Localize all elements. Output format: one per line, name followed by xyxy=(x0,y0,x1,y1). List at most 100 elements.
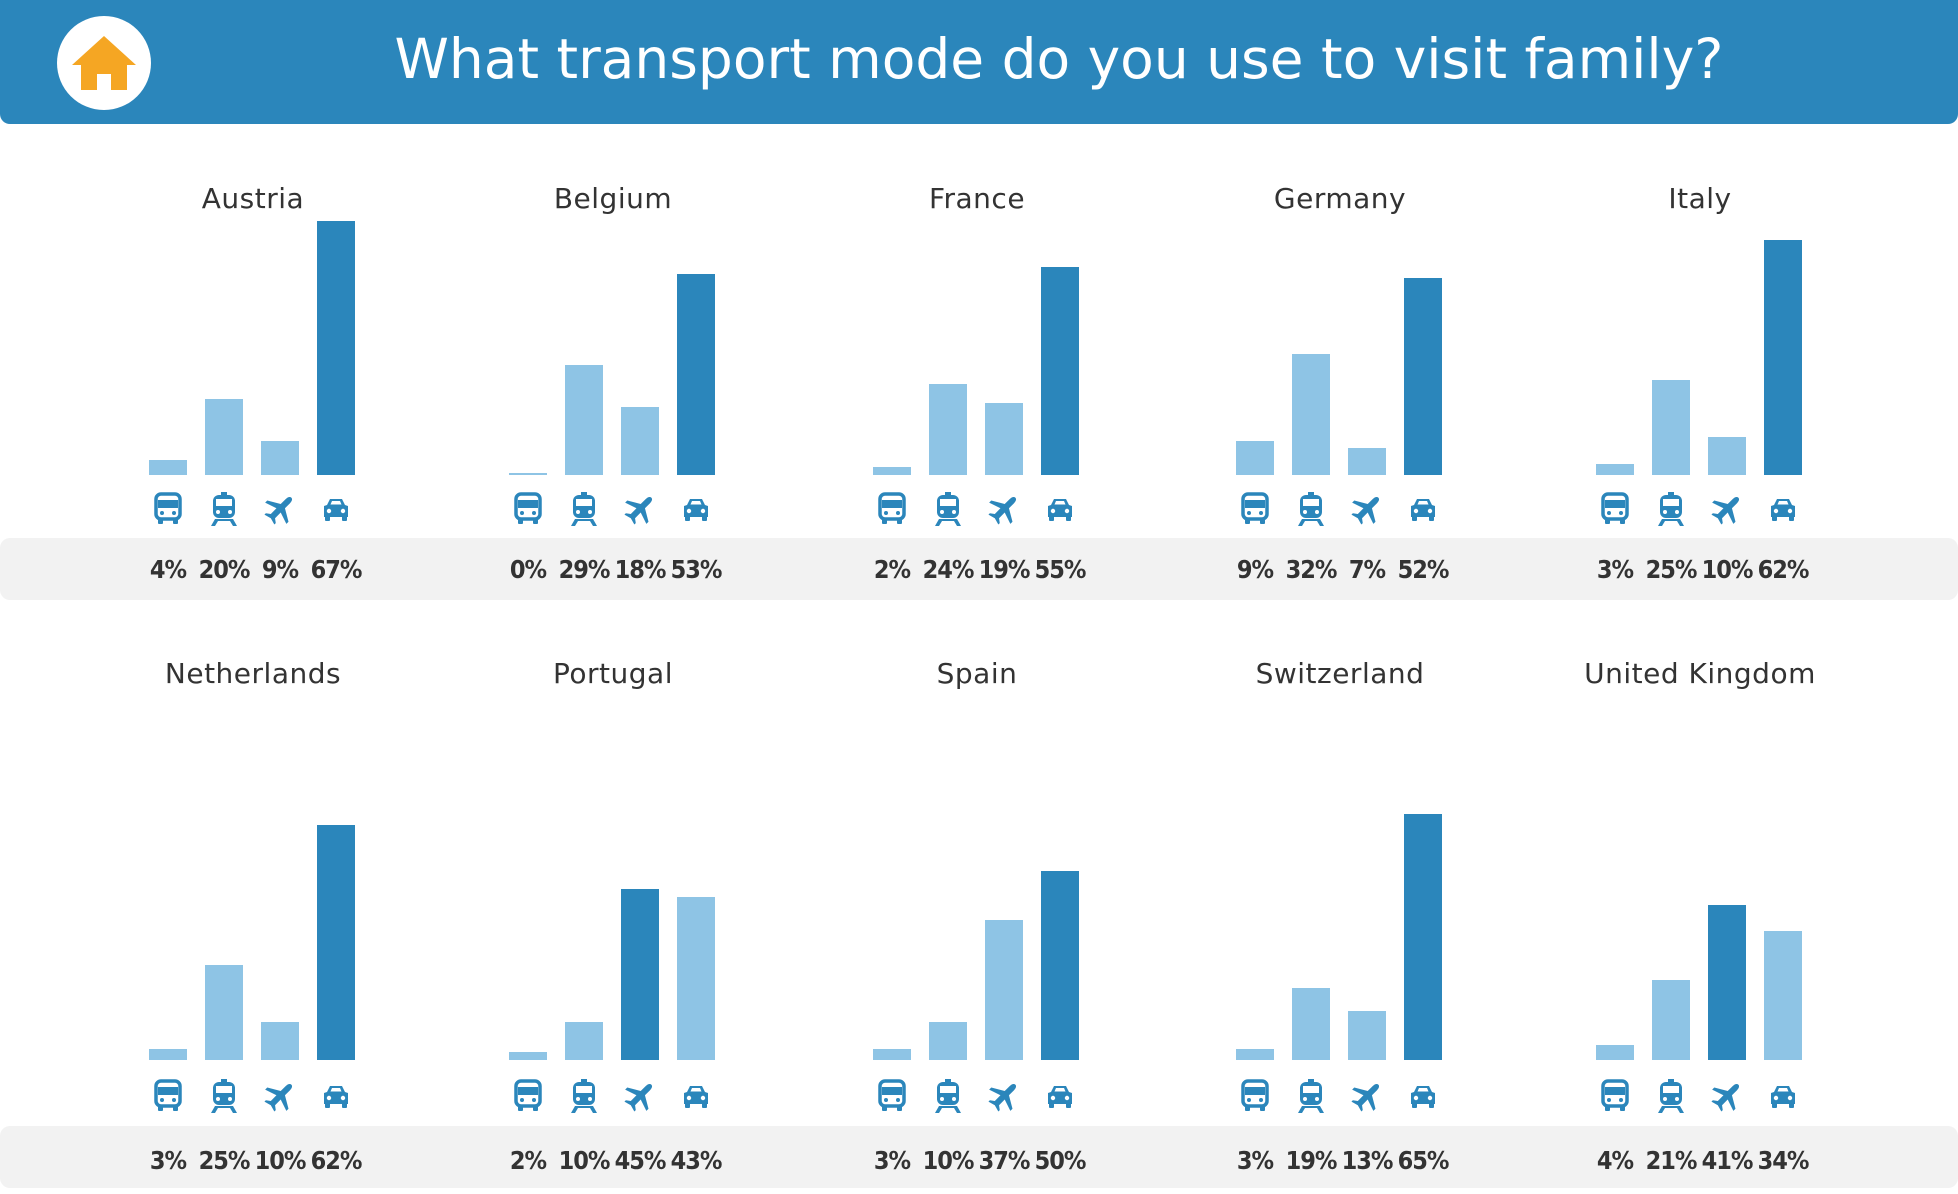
value-label-spain-train: 10% xyxy=(922,1146,975,1175)
bar-germany-train xyxy=(1292,353,1330,475)
bar-spain-plane xyxy=(985,919,1023,1060)
value-label-netherlands-car: 62% xyxy=(310,1146,363,1175)
plane-icon xyxy=(262,491,298,527)
labels-band-row-1 xyxy=(0,538,1958,600)
value-label-united-kingdom-plane: 41% xyxy=(1701,1146,1754,1175)
value-label-italy-car: 62% xyxy=(1757,555,1810,584)
bar-portugal-car xyxy=(677,897,715,1060)
car-icon xyxy=(1765,1078,1801,1114)
value-label-germany-car: 52% xyxy=(1397,555,1450,584)
country-title-austria: Austria xyxy=(201,182,305,215)
value-label-netherlands-plane: 10% xyxy=(254,1146,307,1175)
bus-icon xyxy=(1237,1078,1273,1114)
car-icon xyxy=(1405,1078,1441,1114)
bus-icon xyxy=(1597,1078,1633,1114)
home-button[interactable] xyxy=(57,16,151,110)
bar-spain-car xyxy=(1041,870,1079,1060)
bar-germany-plane xyxy=(1348,448,1386,475)
bar-spain-bus xyxy=(873,1048,911,1060)
value-label-netherlands-train: 25% xyxy=(198,1146,251,1175)
value-label-france-plane: 19% xyxy=(978,555,1031,584)
bar-belgium-plane xyxy=(621,406,659,475)
car-icon xyxy=(678,491,714,527)
value-label-switzerland-train: 19% xyxy=(1285,1146,1338,1175)
value-label-germany-train: 32% xyxy=(1285,555,1338,584)
plane-icon xyxy=(1349,491,1385,527)
train-icon xyxy=(206,491,242,527)
value-label-belgium-bus: 0% xyxy=(509,555,547,584)
bar-switzerland-train xyxy=(1292,987,1330,1060)
plane-icon xyxy=(1709,1078,1745,1114)
bar-germany-car xyxy=(1404,277,1442,475)
bar-portugal-train xyxy=(565,1022,603,1060)
value-label-switzerland-car: 65% xyxy=(1397,1146,1450,1175)
car-icon xyxy=(318,491,354,527)
train-icon xyxy=(1653,491,1689,527)
value-label-portugal-train: 10% xyxy=(558,1146,611,1175)
bus-icon xyxy=(510,491,546,527)
plane-icon xyxy=(986,491,1022,527)
bar-united-kingdom-car xyxy=(1764,931,1802,1060)
bar-france-train xyxy=(929,384,967,475)
value-label-belgium-train: 29% xyxy=(558,555,611,584)
car-icon xyxy=(678,1078,714,1114)
plane-icon xyxy=(262,1078,298,1114)
country-title-united-kingdom: United Kingdom xyxy=(1584,657,1816,690)
bar-belgium-car xyxy=(677,274,715,475)
bus-icon xyxy=(874,491,910,527)
bar-switzerland-plane xyxy=(1348,1010,1386,1060)
value-label-belgium-plane: 18% xyxy=(614,555,667,584)
country-title-italy: Italy xyxy=(1668,182,1732,215)
bar-italy-plane xyxy=(1708,437,1746,475)
car-icon xyxy=(1765,491,1801,527)
home-icon xyxy=(72,36,136,90)
value-label-portugal-car: 43% xyxy=(670,1146,723,1175)
country-title-portugal: Portugal xyxy=(553,657,673,690)
bar-austria-plane xyxy=(261,440,299,475)
train-icon xyxy=(930,1078,966,1114)
train-icon xyxy=(566,491,602,527)
value-label-austria-car: 67% xyxy=(310,555,363,584)
bus-icon xyxy=(1237,491,1273,527)
value-label-netherlands-bus: 3% xyxy=(149,1146,187,1175)
value-label-germany-plane: 7% xyxy=(1348,555,1386,584)
bar-germany-bus xyxy=(1236,440,1274,475)
value-label-france-car: 55% xyxy=(1034,555,1087,584)
bus-icon xyxy=(150,491,186,527)
bar-belgium-train xyxy=(565,365,603,475)
bar-portugal-plane xyxy=(621,889,659,1060)
bar-netherlands-bus xyxy=(149,1048,187,1060)
value-label-switzerland-plane: 13% xyxy=(1341,1146,1394,1175)
bar-netherlands-train xyxy=(205,965,243,1060)
value-label-italy-plane: 10% xyxy=(1701,555,1754,584)
plane-icon xyxy=(622,491,658,527)
bar-portugal-bus xyxy=(509,1052,547,1060)
value-label-united-kingdom-train: 21% xyxy=(1645,1146,1698,1175)
bar-united-kingdom-train xyxy=(1652,980,1690,1060)
plane-icon xyxy=(622,1078,658,1114)
value-label-portugal-bus: 2% xyxy=(509,1146,547,1175)
value-label-united-kingdom-car: 34% xyxy=(1757,1146,1810,1175)
value-label-belgium-car: 53% xyxy=(670,555,723,584)
bar-switzerland-bus xyxy=(1236,1048,1274,1060)
bar-united-kingdom-plane xyxy=(1708,904,1746,1060)
bar-spain-train xyxy=(929,1022,967,1060)
value-label-switzerland-bus: 3% xyxy=(1236,1146,1274,1175)
bar-netherlands-car xyxy=(317,825,355,1060)
country-title-germany: Germany xyxy=(1273,182,1407,215)
car-icon xyxy=(318,1078,354,1114)
bar-netherlands-plane xyxy=(261,1022,299,1060)
value-label-italy-train: 25% xyxy=(1645,555,1698,584)
bar-belgium-bus xyxy=(509,473,547,475)
bus-icon xyxy=(510,1078,546,1114)
bar-austria-car xyxy=(317,221,355,475)
car-icon xyxy=(1042,491,1078,527)
bar-austria-bus xyxy=(149,459,187,475)
value-label-united-kingdom-bus: 4% xyxy=(1596,1146,1634,1175)
country-title-netherlands: Netherlands xyxy=(164,657,342,690)
value-label-france-train: 24% xyxy=(922,555,975,584)
value-label-france-bus: 2% xyxy=(873,555,911,584)
bus-icon xyxy=(1597,491,1633,527)
value-label-austria-train: 20% xyxy=(198,555,251,584)
country-title-belgium: Belgium xyxy=(553,182,673,215)
